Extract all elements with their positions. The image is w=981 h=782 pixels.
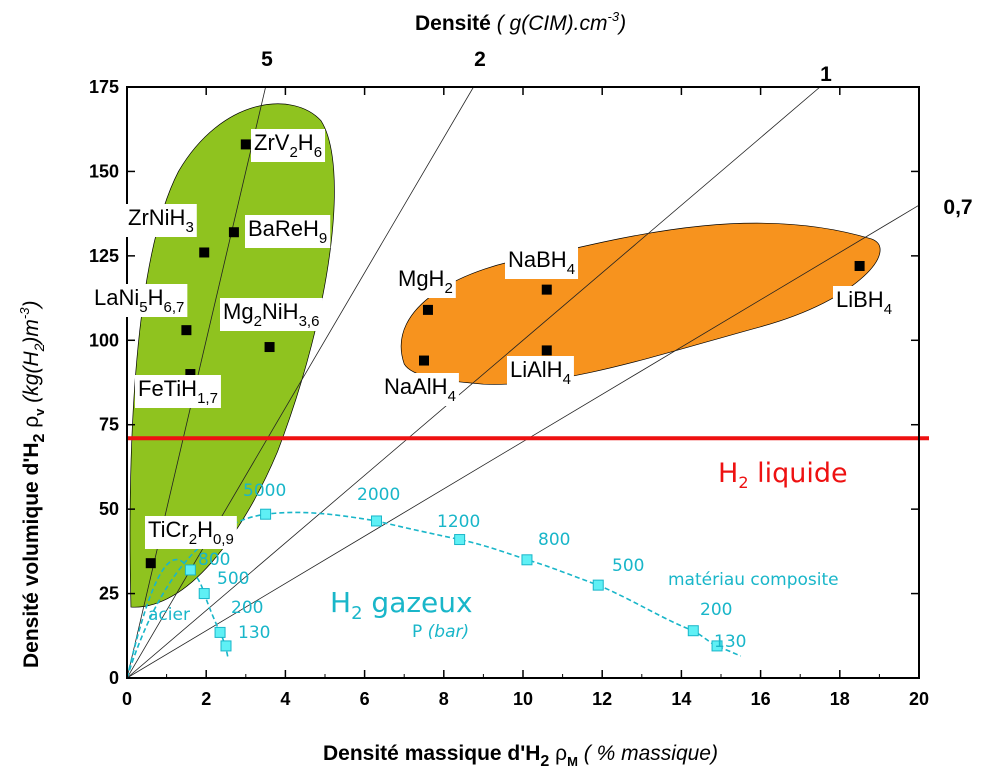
composite-point: [454, 534, 466, 546]
pressure-label: P (bar): [412, 622, 469, 642]
composite-pressure-label: 130: [714, 632, 746, 652]
compound-marker: [181, 325, 192, 336]
composite-point: [711, 640, 723, 652]
liquid-h2-label: H2 liquide: [718, 458, 848, 492]
steel-pressure-label: 500: [217, 569, 249, 589]
composite-point: [687, 625, 699, 637]
composite-pressure-label: 2000: [357, 485, 400, 505]
density-line-3: [127, 87, 821, 678]
compound-marker: [854, 260, 865, 271]
composite-point: [260, 508, 272, 520]
x-tick-label: 0: [122, 689, 132, 709]
composite-pressure-label: 800: [538, 530, 570, 550]
compound-label: LaNi5H6,7: [94, 285, 184, 316]
compound-marker: [240, 139, 251, 150]
y-tick-label: 25: [99, 584, 119, 604]
compound-marker: [419, 355, 429, 366]
x-tick-label: 14: [671, 689, 691, 709]
x-axis-title: Densité massique d'H2 ρM ( % massique): [323, 742, 718, 770]
compound-label: Mg2NiH3,6: [223, 299, 319, 330]
x-tick-label: 10: [513, 689, 533, 709]
top-axis-title: Densité ( g(CIM).cm-3): [415, 9, 626, 35]
steel-point: [184, 564, 196, 576]
density-line-4: [127, 204, 919, 678]
composite-pressure-label: 200: [700, 600, 732, 620]
x-tick-label: 6: [360, 689, 370, 709]
compound-label-box: [507, 356, 574, 389]
x-tick-label: 4: [280, 689, 290, 709]
composite-pressure-label: 5000: [243, 481, 286, 501]
compound-marker: [541, 345, 552, 356]
steel-pressure-label: 130: [238, 623, 270, 643]
compound-label: ZrNiH3: [128, 205, 194, 236]
composite-pressure-label: 500: [612, 556, 644, 576]
compound-label: LiBH4: [836, 287, 892, 318]
gas-points-layer: [184, 508, 723, 652]
density-line-2: [127, 87, 474, 678]
compound-marker: [422, 304, 433, 315]
compound-label: ZrV2H6: [254, 130, 322, 161]
steel-label: acier: [148, 605, 190, 625]
steel-pressure-label: 800: [198, 550, 230, 570]
y-tick-label: 100: [89, 330, 119, 350]
density-label-4: 0,7: [943, 196, 972, 219]
x-tick-label: 2: [201, 689, 211, 709]
compound-marker: [264, 342, 275, 353]
compound-label: NaAlH4: [384, 374, 456, 405]
compound-label-box: [395, 265, 456, 298]
y-tick-label: 175: [89, 77, 119, 97]
text-layer: 5 2 1 0,7 H2 liquide ZrV2H6 ZrNiH3 BaReH9 LaNi5H…: [17, 9, 973, 770]
compound-label-box: [505, 246, 579, 279]
compound-label: MgH2: [398, 266, 453, 297]
compound-label-box: [251, 129, 326, 162]
composite-curve: [126, 511, 742, 679]
compound-marker: [228, 227, 239, 238]
steel-point: [198, 588, 210, 600]
gas-title: H2 gazeux: [330, 586, 473, 624]
orange-region: [400, 222, 881, 385]
compound-label: NaBH4: [508, 247, 575, 278]
compound-label-box: [91, 284, 188, 317]
compound-label: FeTiH1,7: [138, 376, 218, 407]
density-label-2: 2: [474, 48, 486, 71]
compound-label-box: [125, 204, 197, 237]
steel-pressure-label: 200: [231, 598, 263, 618]
y-axis-title: Densité volumique d'H2 ρv (kg(H2)m-3): [17, 301, 48, 668]
compound-label: LiAlH4: [510, 357, 571, 388]
compound-label-box: [245, 215, 331, 248]
composite-pressure-label: 1200: [437, 512, 480, 532]
density-label-3: 1: [820, 63, 832, 86]
composite-point: [370, 515, 382, 527]
compound-marker: [145, 558, 156, 569]
x-tick-label: 18: [830, 689, 850, 709]
composite-material-label: matériau composite: [668, 570, 839, 590]
x-tick-label: 16: [751, 689, 771, 709]
compound-label-box: [833, 286, 896, 319]
x-tick-label: 8: [439, 689, 449, 709]
y-tick-label: 125: [89, 246, 119, 266]
compound-marker: [541, 284, 552, 295]
compound-label-box: [145, 516, 237, 549]
composite-point: [592, 579, 604, 591]
compound-label-box: [135, 375, 221, 408]
steel-point: [220, 640, 232, 652]
density-label-1: 5: [261, 48, 273, 71]
compounds-layer: [145, 139, 865, 569]
steel-point: [214, 626, 226, 638]
compound-label: BaReH9: [248, 216, 327, 247]
y-tick-label: 0: [109, 668, 119, 688]
y-tick-label: 75: [99, 415, 119, 435]
y-tick-label: 50: [99, 499, 119, 519]
compound-marker: [199, 247, 210, 258]
compound-label: TiCr2H0,9: [148, 517, 234, 548]
compound-label-box: [220, 298, 323, 331]
composite-point: [521, 554, 533, 566]
compound-label-box: [381, 373, 459, 406]
y-tick-label: 150: [89, 161, 119, 181]
x-tick-label: 20: [909, 689, 929, 709]
x-tick-label: 12: [592, 689, 612, 709]
compound-marker: [185, 369, 196, 380]
